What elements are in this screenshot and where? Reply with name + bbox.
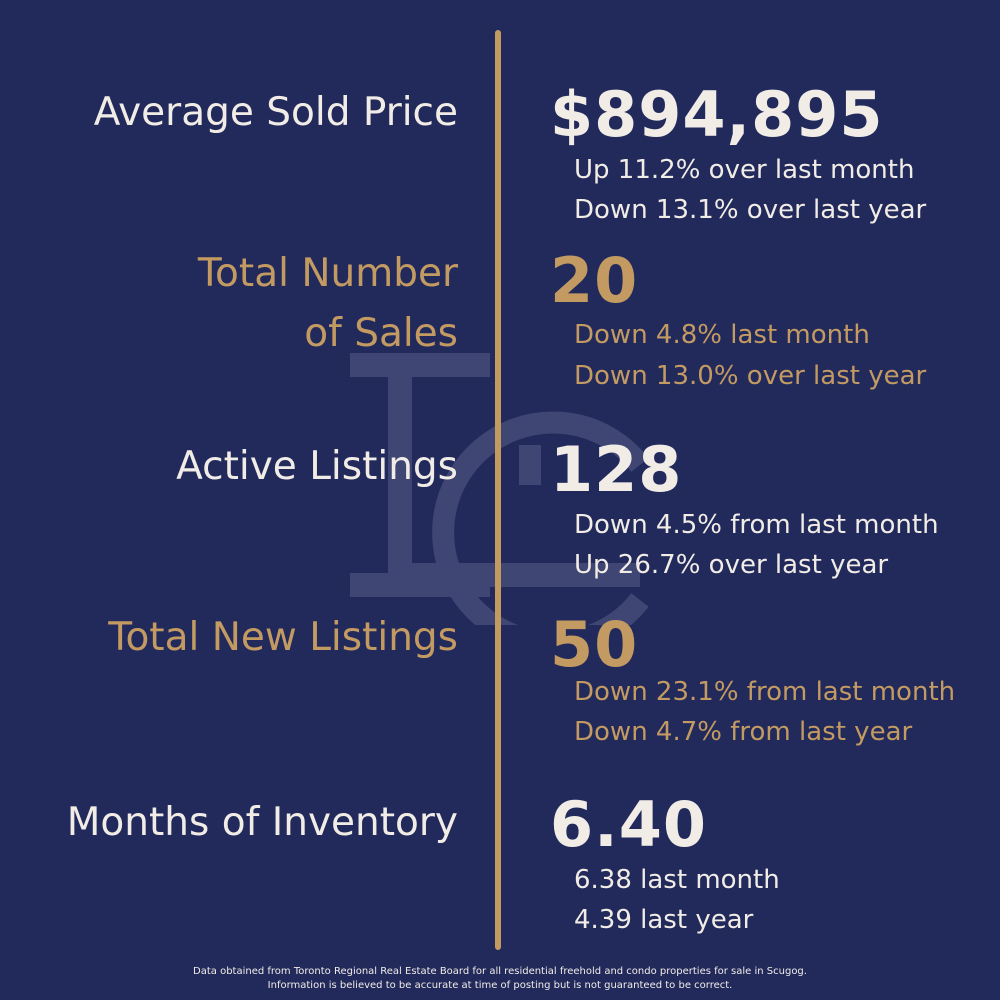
footer-line-accuracy: Information is believed to be accurate a… bbox=[267, 980, 733, 991]
stat-value-average-sold-price: $894,895 bbox=[550, 78, 884, 151]
stat-value-active-listings: 128 bbox=[550, 433, 683, 506]
stat-label-average-sold-price: Average Sold Price bbox=[93, 90, 458, 135]
stat-detail-year: Down 4.7% from last year bbox=[574, 717, 913, 747]
stat-label-total-new-listings: Total New Listings bbox=[108, 615, 458, 660]
footer-line-source: Data obtained from Toronto Regional Real… bbox=[193, 966, 807, 977]
stat-value-total-new-listings: 50 bbox=[550, 608, 639, 681]
stat-detail-month: Down 23.1% from last month bbox=[574, 677, 956, 707]
stat-detail-year: Down 13.0% over last year bbox=[574, 361, 927, 391]
stat-detail-year: Up 26.7% over last year bbox=[574, 550, 889, 580]
stat-detail-month: Up 11.2% over last month bbox=[574, 155, 915, 185]
lc-monogram-logo-icon bbox=[350, 353, 649, 625]
stat-detail-month: 6.38 last month bbox=[574, 865, 780, 895]
stat-detail-month: Down 4.8% last month bbox=[574, 320, 870, 350]
stat-label-active-listings: Active Listings bbox=[176, 444, 458, 489]
vertical-divider bbox=[495, 30, 501, 950]
stat-label-months-of-inventory: Months of Inventory bbox=[66, 800, 458, 845]
stat-detail-year: Down 13.1% over last year bbox=[574, 195, 927, 225]
stat-detail-month: Down 4.5% from last month bbox=[574, 510, 939, 540]
stat-value-months-of-inventory: 6.40 bbox=[550, 788, 707, 861]
stat-label-total-number-of-sales: Total Number of Sales bbox=[197, 251, 458, 356]
footer-disclaimer: Data obtained from Toronto Regional Real… bbox=[0, 965, 1000, 993]
stat-detail-year: 4.39 last year bbox=[574, 905, 754, 935]
stat-value-total-number-of-sales: 20 bbox=[550, 244, 639, 317]
